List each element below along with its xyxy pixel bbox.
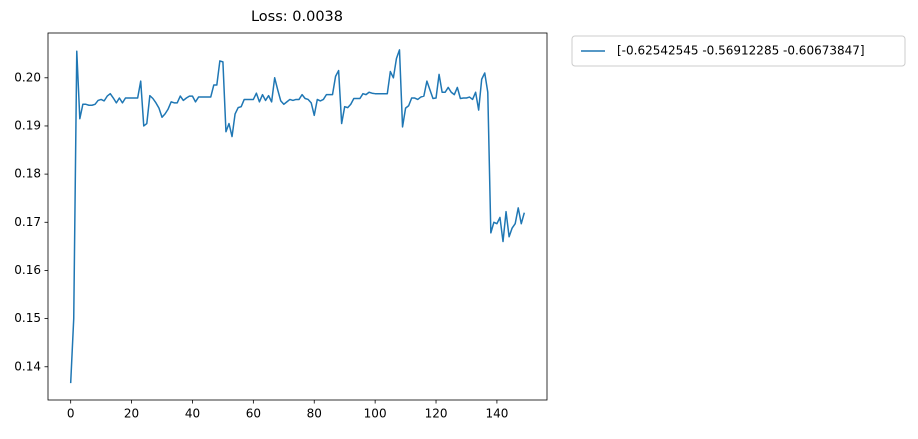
x-tick-label: 40 bbox=[185, 407, 200, 421]
legend-label: [-0.62542545 -0.56912285 -0.60673847] bbox=[617, 44, 865, 58]
y-tick-label: 0.18 bbox=[14, 167, 41, 181]
x-tick-label: 100 bbox=[364, 407, 387, 421]
x-tick-label: 60 bbox=[246, 407, 261, 421]
y-tick-label: 0.16 bbox=[14, 263, 41, 277]
y-tick-label: 0.14 bbox=[14, 359, 41, 373]
x-tick-label: 80 bbox=[307, 407, 322, 421]
y-tick-label: 0.19 bbox=[14, 118, 41, 132]
x-tick-label: 120 bbox=[425, 407, 448, 421]
x-tick-label: 0 bbox=[67, 407, 75, 421]
y-tick-label: 0.20 bbox=[14, 70, 41, 84]
legend-box bbox=[571, 35, 906, 67]
x-tick-label: 20 bbox=[124, 407, 139, 421]
plot-frame bbox=[47, 32, 548, 401]
y-tick-label: 0.15 bbox=[14, 311, 41, 325]
x-tick-label: 140 bbox=[485, 407, 508, 421]
data-line bbox=[69, 49, 526, 384]
y-tick-label: 0.17 bbox=[14, 215, 41, 229]
chart-title: Loss: 0.0038 bbox=[251, 9, 343, 25]
